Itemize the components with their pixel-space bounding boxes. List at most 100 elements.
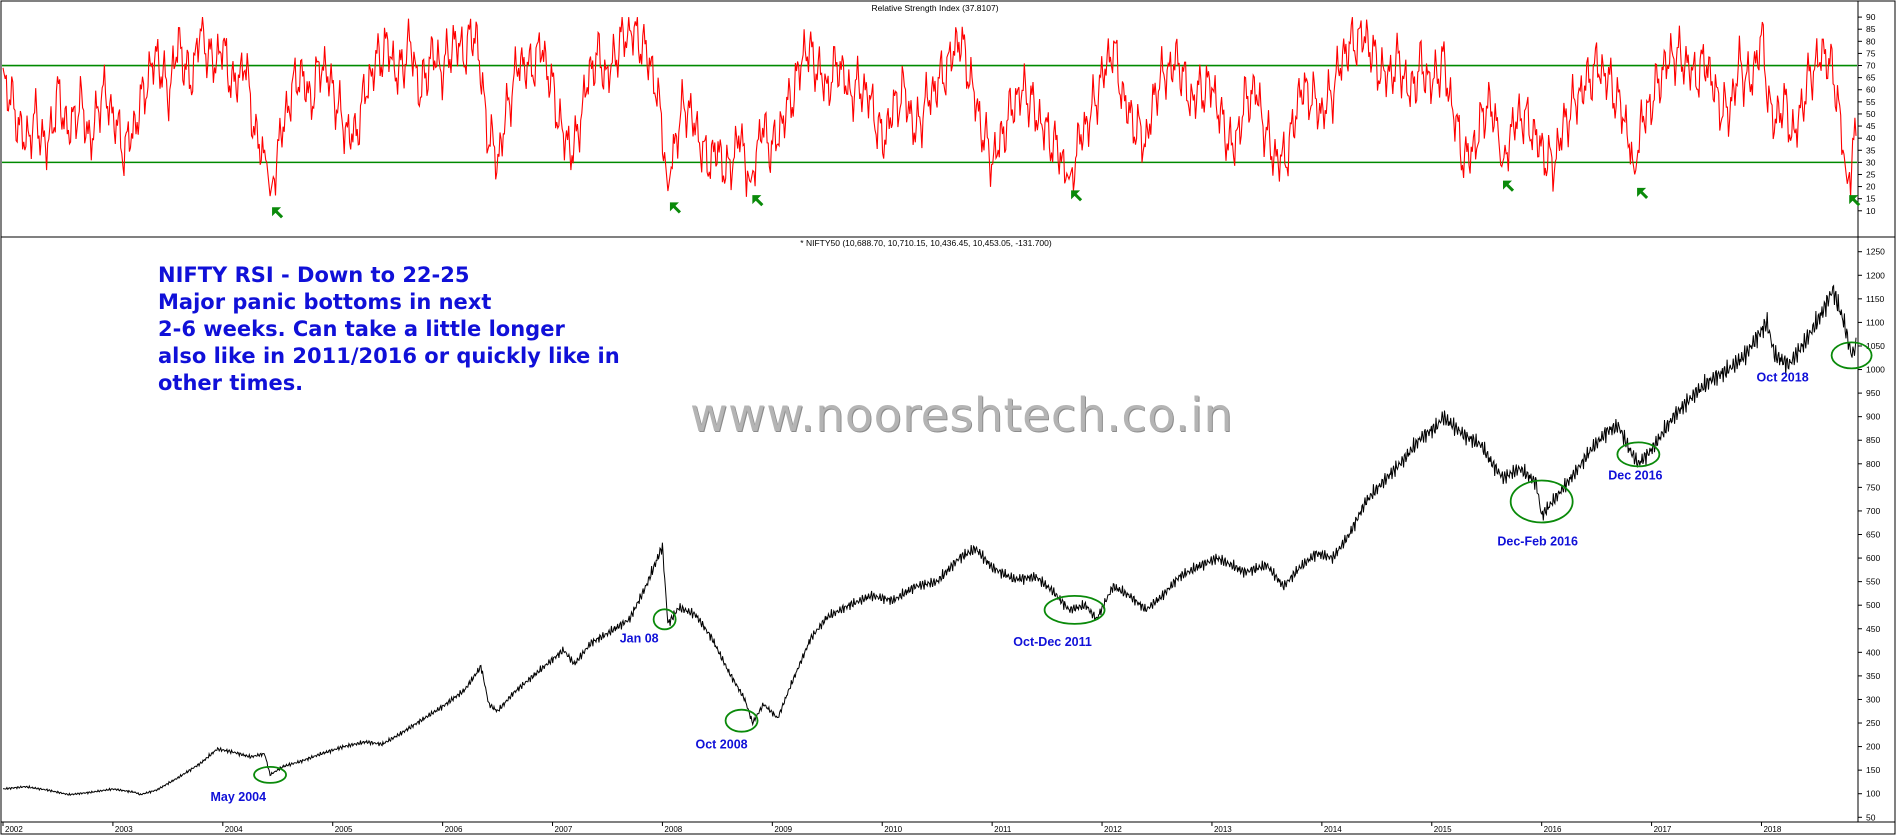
rsi-y-tick-label: 30 — [1866, 157, 1876, 167]
oversold-arrow-head — [752, 195, 762, 205]
date-axis-frame — [0, 821, 1896, 835]
x-tick-label: 2008 — [664, 825, 682, 834]
x-tick-label: 2018 — [1763, 825, 1781, 834]
price-y-tick-label: 400 — [1866, 647, 1880, 657]
bottom-marker-ellipse — [1043, 595, 1106, 625]
rsi-y-tick-label: 55 — [1866, 97, 1876, 107]
price-y-tick-label: 750 — [1866, 482, 1880, 492]
rsi-y-tick-label: 70 — [1866, 61, 1876, 71]
x-tick-label: 2007 — [555, 825, 573, 834]
bottom-annotation-label: Jan 08 — [620, 631, 659, 645]
price-y-tick-label: 800 — [1866, 459, 1880, 469]
rsi-y-tick-label: 65 — [1866, 73, 1876, 83]
bottom-marker-ellipse — [652, 608, 677, 631]
oversold-arrow-marker — [752, 195, 764, 207]
note-line: Major panic bottoms in next — [158, 290, 492, 314]
price-y-tick-label: 350 — [1866, 671, 1880, 681]
rsi-y-tick-label: 10 — [1866, 206, 1876, 216]
price-y-tick-label: 1100 — [1866, 317, 1885, 327]
rsi-y-tick-label: 45 — [1866, 121, 1876, 131]
oversold-arrow-marker — [1071, 190, 1083, 202]
rsi-y-tick-label: 20 — [1866, 182, 1876, 192]
oversold-arrow-head — [272, 207, 282, 217]
oversold-arrow-head — [669, 202, 679, 212]
bottom-marker-ellipse — [1616, 441, 1661, 468]
note-line: NIFTY RSI - Down to 22-25 — [158, 263, 470, 287]
bottom-annotation-label: Dec 2016 — [1608, 468, 1662, 482]
x-tick-label: 2009 — [774, 825, 792, 834]
oversold-arrow-head — [1503, 180, 1513, 190]
price-y-tick-label: 650 — [1866, 530, 1880, 540]
x-tick-label: 2016 — [1544, 825, 1562, 834]
rsi-title: Relative Strength Index (37.8107) — [871, 3, 998, 13]
bottom-annotation-label: Dec-Feb 2016 — [1497, 535, 1578, 549]
price-y-tick-label: 250 — [1866, 718, 1880, 728]
rsi-y-tick-label: 25 — [1866, 169, 1876, 179]
x-tick-label: 2005 — [335, 825, 353, 834]
note-line: 2-6 weeks. Can take a little longer — [158, 317, 565, 341]
price-y-tick-label: 950 — [1866, 388, 1880, 398]
oversold-arrow-marker — [1637, 187, 1649, 199]
price-title: * NIFTY50 (10,688.70, 10,710.15, 10,436.… — [800, 238, 1052, 248]
rsi-y-tick-label: 75 — [1866, 48, 1876, 58]
bottom-annotation-label: May 2004 — [210, 790, 266, 804]
oversold-arrow-marker — [669, 202, 681, 214]
rsi-panel: Relative Strength Index (37.8107) 10 15 20… — [0, 0, 1896, 238]
x-tick-label: 2011 — [994, 825, 1012, 834]
price-y-tick-label: 500 — [1866, 600, 1880, 610]
price-y-tick-label: 700 — [1866, 506, 1880, 516]
x-tick-label: 2013 — [1214, 825, 1232, 834]
date-axis: 2002 2003 2004 2005 2006 2007 2008 2009 2010 2011… — [0, 821, 1896, 835]
x-tick-label: 2015 — [1434, 825, 1452, 834]
rsi-y-tick-label: 50 — [1866, 109, 1876, 119]
x-tick-label: 2014 — [1324, 825, 1342, 834]
oversold-arrow-head — [1071, 190, 1081, 200]
oversold-arrow-head — [1637, 187, 1647, 197]
note-line: other times. — [158, 371, 304, 395]
rsi-series-line — [2, 17, 1857, 197]
watermark-text: www.nooreshtech.co.in — [690, 388, 1234, 442]
x-tick-label: 2010 — [884, 825, 902, 834]
bottom-marker-ellipse — [1509, 479, 1574, 524]
price-y-tick-label: 550 — [1866, 577, 1880, 587]
oversold-arrow-marker — [1849, 195, 1861, 207]
rsi-y-tick-label: 35 — [1866, 145, 1876, 155]
price-y-tick-label: 850 — [1866, 435, 1880, 445]
x-tick-label: 2006 — [445, 825, 463, 834]
nifty-price-line — [2, 284, 1857, 796]
analysis-note: NIFTY RSI - Down to 22-25 Major panic bo… — [158, 262, 620, 397]
note-line: also like in 2011/2016 or quickly like i… — [158, 344, 620, 368]
x-tick-label: 2002 — [5, 825, 23, 834]
price-y-tick-label: 200 — [1866, 742, 1880, 752]
price-y-tick-label: 1000 — [1866, 365, 1885, 375]
bottom-marker-ellipse — [1830, 341, 1873, 370]
bottom-annotation-label: Oct 2018 — [1757, 370, 1809, 384]
oversold-arrow-marker — [272, 207, 284, 219]
price-y-tick-label: 1050 — [1866, 341, 1885, 351]
price-y-tick-label: 1200 — [1866, 270, 1885, 280]
price-y-tick-label: 450 — [1866, 624, 1880, 634]
price-y-tick-label: 150 — [1866, 765, 1880, 775]
rsi-y-tick-label: 80 — [1866, 36, 1876, 46]
price-y-tick-label: 1250 — [1866, 247, 1885, 257]
price-y-tick-label: 300 — [1866, 694, 1880, 704]
bottom-annotation-label: Oct-Dec 2011 — [1013, 635, 1092, 649]
rsi-y-tick-label: 85 — [1866, 24, 1876, 34]
oversold-arrow-marker — [1503, 180, 1515, 192]
x-tick-label: 2003 — [115, 825, 133, 834]
rsi-y-tick-label: 60 — [1866, 85, 1876, 95]
x-tick-label: 2017 — [1654, 825, 1672, 834]
price-y-tick-label: 600 — [1866, 553, 1880, 563]
price-y-tick-label: 100 — [1866, 789, 1880, 799]
bottom-marker-ellipse — [724, 708, 759, 733]
price-y-tick-label: 1150 — [1866, 294, 1885, 304]
price-y-tick-label: 50 — [1866, 812, 1876, 822]
bottom-annotation-label: Oct 2008 — [695, 738, 747, 752]
rsi-y-tick-label: 90 — [1866, 12, 1876, 22]
price-y-tick-label: 900 — [1866, 412, 1880, 422]
x-tick-label: 2004 — [225, 825, 243, 834]
x-tick-label: 2012 — [1104, 825, 1122, 834]
price-panel: * NIFTY50 (10,688.70, 10,710.15, 10,436.… — [0, 236, 1896, 823]
